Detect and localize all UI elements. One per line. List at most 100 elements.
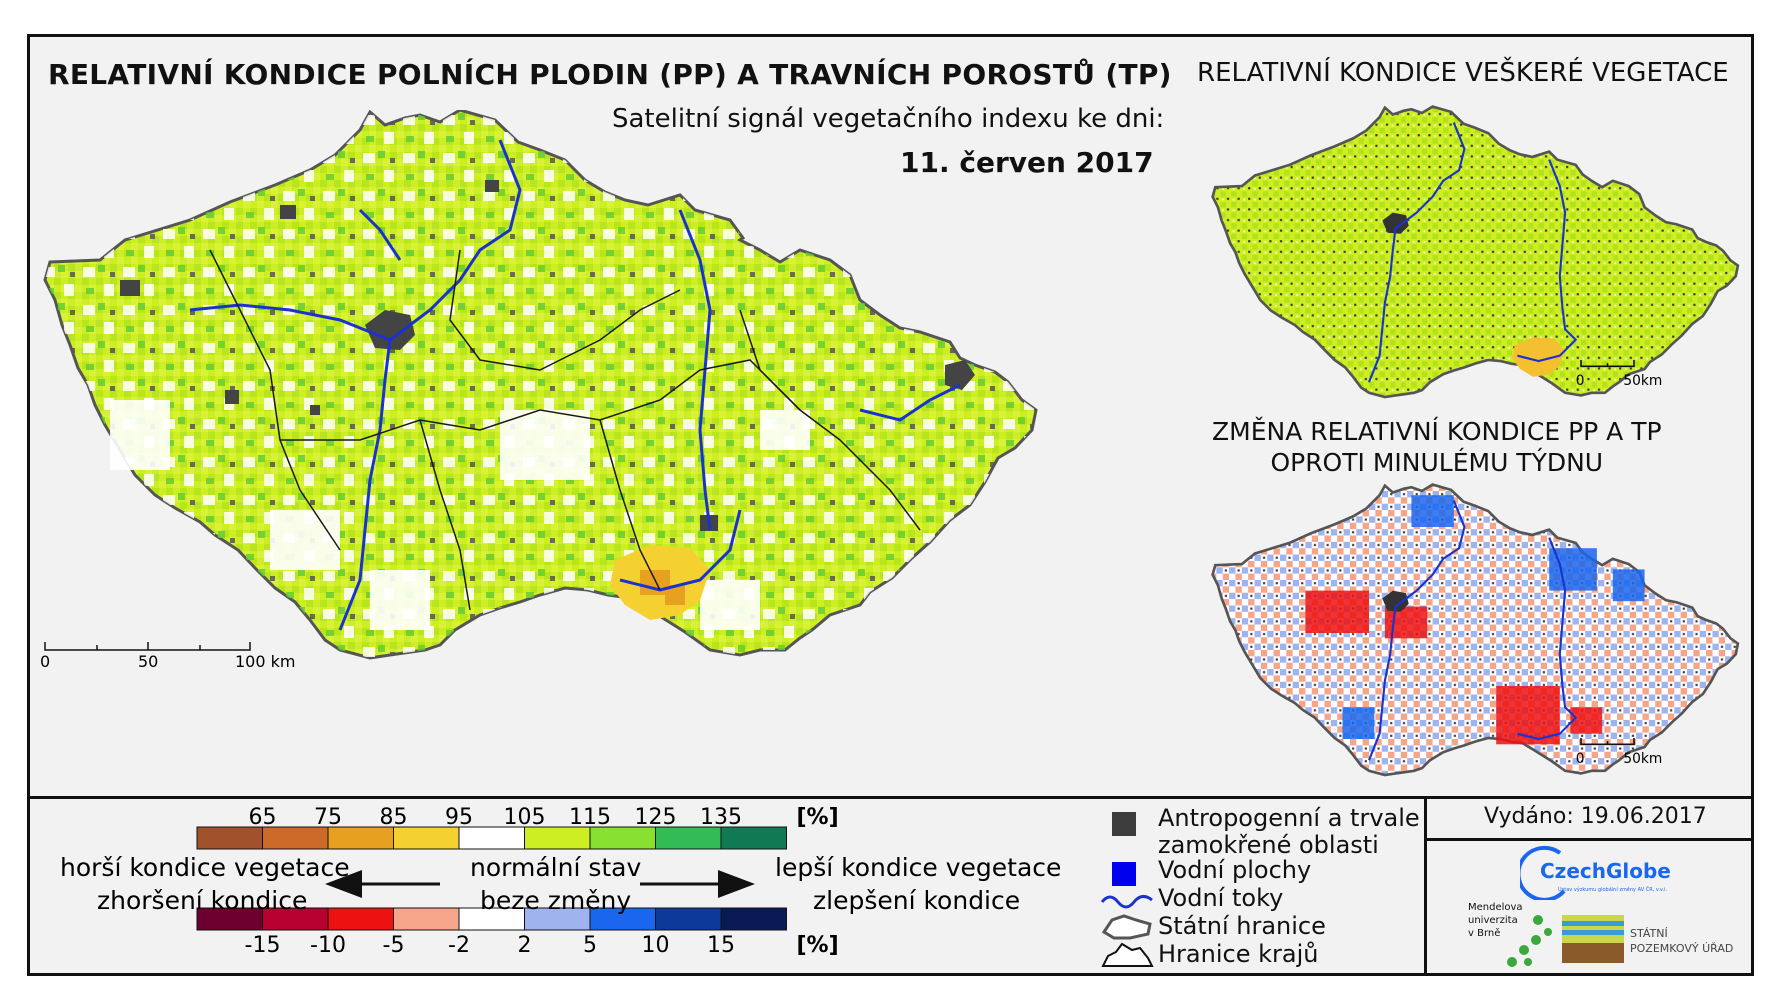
legend-top-label-6: 125 [635, 805, 677, 830]
legend-top-label-3: 95 [445, 805, 473, 830]
main-scale-label-50: 50 [138, 652, 158, 671]
legend-anthropogenic-label: Antropogenní a trvale [1158, 804, 1420, 832]
czech-republic-overlay [45, 110, 1036, 658]
legend-scales: 65 75 85 95 105 115 125 135 [%] -15 -10 -5 -2 2 5 10 15… [60, 805, 1061, 958]
legend-top-swatch-3 [393, 826, 460, 850]
vegetation-title: RELATIVNÍ KONDICE VEŠKERÉ VEGETACE [1197, 58, 1729, 88]
rivers [189, 139, 961, 631]
legend-rivers-label: Vodní toky [1158, 884, 1284, 912]
change-rivers [1368, 500, 1578, 761]
czechglobe-subtitle: Ústav výzkumu globální změny AV ČR, v.v.… [1558, 887, 1668, 893]
change-map-shape [1211, 483, 1740, 777]
vegetation-map-shape [1211, 105, 1740, 399]
main-title: RELATIVNÍ KONDICE POLNÍCH PLODIN (PP) A … [48, 58, 1172, 91]
change-title-line1: ZMĚNA RELATIVNÍ KONDICE PP A TP [1212, 417, 1662, 446]
legend-bottom-swatch-7 [655, 907, 722, 931]
legend-bottom-label-7: 15 [707, 933, 735, 958]
anthropogenic-areas [120, 180, 975, 531]
legend-top-swatch-7 [655, 826, 722, 850]
mendel-text-3: v Brně [1468, 928, 1501, 939]
left-arrow-icon [325, 870, 440, 898]
legend-items: Antropogenní a trvale zamokřené oblasti … [1100, 798, 1420, 974]
region-borders [209, 249, 921, 611]
legend-top-label-0: 65 [249, 805, 277, 830]
vegetation-scale-label-0: 0 [1576, 373, 1585, 389]
subtitle: Satelitní signál vegetačního indexu ke d… [612, 104, 1165, 134]
czechglobe-name: CzechGlobe [1540, 859, 1671, 883]
region-border-icon [1101, 942, 1154, 967]
spu-text-2: POZEMKOVÝ ÚŘAD [1630, 942, 1734, 955]
legend-top-label-7: 135 [700, 805, 742, 830]
legend-bottom-label-5: 5 [583, 933, 597, 958]
right-arrow-icon [640, 870, 755, 898]
legend-worse-text-1: horší kondice vegetace [60, 853, 350, 882]
change-worsened-areas [1305, 590, 1603, 745]
vegetation-drought-area [1512, 337, 1566, 377]
mendel-text-1: Mendelova [1468, 902, 1523, 913]
legend-worse-text-2: zhoršení kondice [97, 886, 307, 915]
change-title: ZMĚNA RELATIVNÍ KONDICE PP A TP OPROTI M… [1212, 416, 1662, 478]
change-map: 0 50km [1211, 483, 1740, 777]
main-scale-bar [44, 642, 251, 651]
legend-top-swatch-2 [327, 826, 394, 850]
legend-state-border-label: Státní hranice [1158, 912, 1326, 940]
legend-divider [27, 796, 1754, 799]
legend-bottom-label-1: -10 [310, 933, 346, 958]
vegetation-map: 0 50km [1211, 105, 1740, 399]
legend-top-swatch-8 [720, 826, 787, 850]
spu-emblem-icon [1562, 915, 1624, 963]
legend-bottom-label-4: 2 [518, 933, 532, 958]
date-label: 11. červen 2017 [900, 146, 1154, 179]
change-city-prague [1382, 590, 1409, 612]
legend-top-bar [196, 826, 787, 850]
vegetation-city-prague [1382, 212, 1409, 234]
anthropogenic-square-icon [1112, 812, 1136, 836]
legend-top-label-2: 85 [380, 805, 408, 830]
river-line-icon [1100, 895, 1153, 909]
vegetation-scale-bar [1580, 359, 1635, 368]
legend-region-border-label: Hranice krajů [1158, 940, 1319, 968]
main-map: 0 50 100 km [40, 110, 1038, 671]
change-improved-areas [1342, 495, 1645, 739]
legend-bottom-unit: [%] [797, 933, 839, 958]
legend-bottom-label-2: -5 [383, 933, 405, 958]
vegetation-scale-label-50: 50km [1623, 373, 1662, 389]
legend-better-text-1: lepší kondice vegetace [775, 853, 1061, 882]
normal-condition-areas [110, 400, 810, 630]
legend-top-label-5: 115 [569, 805, 611, 830]
mendel-text-2: univerzita [1468, 915, 1518, 926]
legend-top-swatch-0 [196, 826, 263, 850]
change-scale-bar [1580, 737, 1635, 746]
issued-divider-horizontal [1424, 838, 1754, 841]
legend-normal-text-2: beze změny [480, 886, 631, 915]
mendel-dots-icon [1507, 915, 1552, 967]
legend-bottom-label-6: 10 [642, 933, 670, 958]
legend-top-unit: [%] [797, 805, 839, 830]
legend-bottom-label-0: -15 [245, 933, 281, 958]
mendel-logo: Mendelova univerzita v Brně [1468, 902, 1568, 972]
czechglobe-arc-icon [1520, 845, 1566, 900]
legend-top-label-1: 75 [314, 805, 342, 830]
legend-anthropogenic-label-2: zamokřené oblasti [1158, 831, 1379, 859]
legend-top-swatch-5 [524, 826, 591, 850]
drought-area [610, 545, 710, 620]
legend-top-swatch-4 [458, 826, 525, 850]
legend-top-label-4: 105 [504, 805, 546, 830]
legend-bottom-swatch-3 [393, 907, 460, 931]
spu-logo: STÁTNÍ POZEMKOVÝ ÚŘAD [1562, 915, 1742, 970]
change-title-line2: OPROTI MINULÉMU TÝDNU [1270, 448, 1604, 477]
main-scale-label-0: 0 [40, 652, 50, 671]
czechglobe-logo: CzechGlobe Ústav výzkumu globální změny … [1520, 845, 1720, 900]
change-scale-label-50: 50km [1623, 751, 1662, 767]
legend-bottom-bar [196, 907, 787, 931]
issued-date: Vydáno: 19.06.2017 [1484, 804, 1707, 829]
legend-top-labels: 65 75 85 95 105 115 125 135 [%] [249, 805, 839, 830]
legend-water-bodies-label: Vodní plochy [1158, 856, 1312, 884]
vegetation-rivers [1368, 122, 1578, 383]
legend-normal-text-1: normální stav [470, 853, 641, 882]
issued-divider [1424, 796, 1427, 976]
water-bodies-square-icon [1112, 862, 1136, 886]
change-scale-label-0: 0 [1576, 751, 1585, 767]
state-border-icon [1101, 914, 1152, 940]
main-scale-label-100: 100 km [235, 652, 295, 671]
